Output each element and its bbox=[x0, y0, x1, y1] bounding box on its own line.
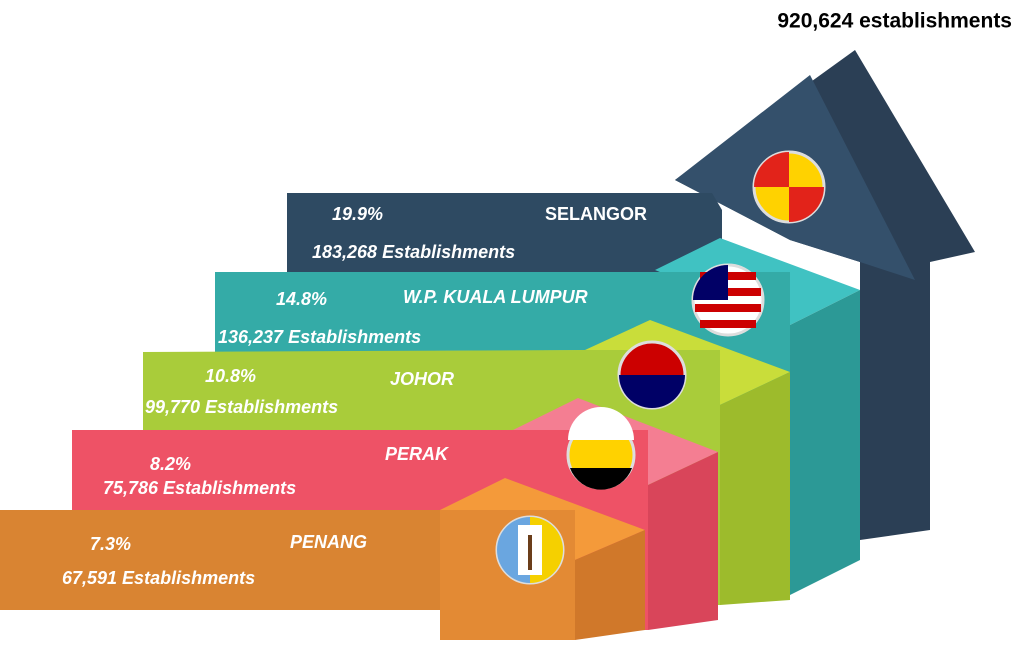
band bbox=[143, 350, 585, 430]
percent: 8.2% bbox=[150, 454, 191, 474]
count: 75,786 Establishments bbox=[103, 478, 296, 498]
flag bbox=[495, 515, 565, 585]
percent: 14.8% bbox=[276, 289, 327, 309]
percent: 7.3% bbox=[90, 534, 131, 554]
count: 183,268 Establishments bbox=[312, 242, 515, 262]
count: 136,237 Establishments bbox=[218, 327, 421, 347]
band bbox=[215, 272, 655, 352]
band bbox=[0, 510, 440, 610]
region: JOHOR bbox=[390, 369, 454, 389]
count: 67,591 Establishments bbox=[62, 568, 255, 588]
step-front bbox=[648, 452, 718, 630]
step-front bbox=[575, 530, 645, 640]
flag bbox=[566, 407, 636, 490]
band bbox=[72, 430, 513, 510]
region: W.P. KUALA LUMPUR bbox=[403, 287, 588, 307]
percent: 10.8% bbox=[205, 366, 256, 386]
region: SELANGOR bbox=[545, 204, 647, 224]
region: PERAK bbox=[385, 444, 450, 464]
band bbox=[287, 193, 722, 272]
region: PENANG bbox=[290, 532, 367, 552]
flag bbox=[617, 340, 687, 410]
total: 920,624 establishments bbox=[777, 10, 1012, 33]
step-front bbox=[720, 372, 790, 605]
percent: 19.9% bbox=[332, 204, 383, 224]
flag bbox=[691, 263, 765, 337]
step-front bbox=[790, 290, 860, 595]
count: 99,770 Establishments bbox=[145, 397, 338, 417]
flag bbox=[752, 150, 826, 224]
